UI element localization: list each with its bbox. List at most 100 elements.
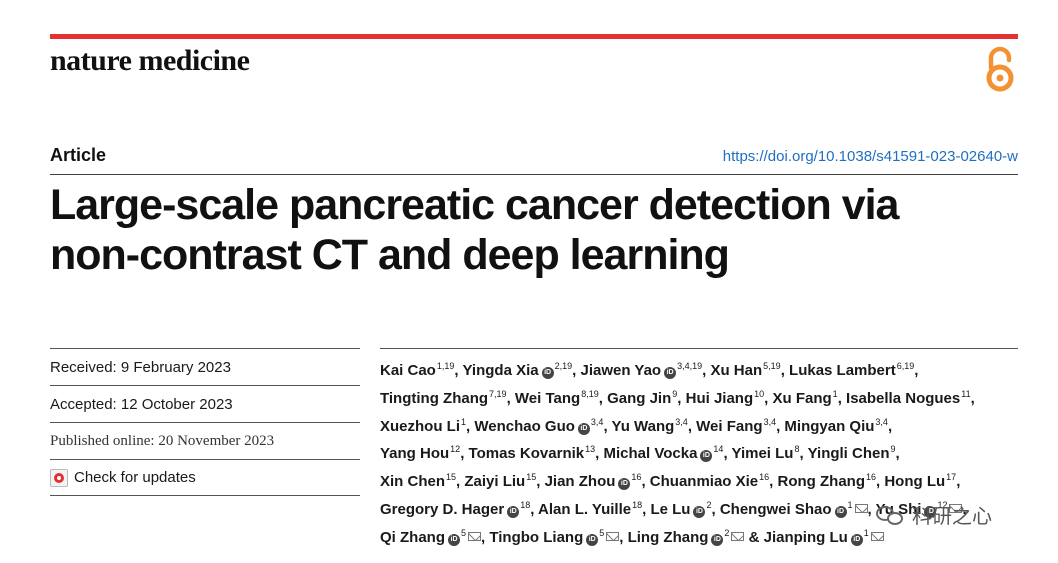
affiliation-superscript: 16 [865,472,876,483]
affiliation-superscript: 15 [526,472,537,483]
orcid-icon[interactable]: iD [850,533,863,546]
affiliation-superscript: 1,19 [436,361,455,371]
affiliation-superscript: 1 [847,499,853,510]
orcid-icon[interactable]: iD [693,505,706,518]
affiliation-superscript: 8 [794,444,800,455]
author-separator: , [799,445,808,463]
email-icon[interactable] [949,503,963,513]
author-separator: , [572,362,581,379]
author-name[interactable]: Michal Vocka iD14 [603,444,723,463]
author-name-text: Isabella Nogues [846,389,961,407]
author-separator: , [962,500,967,518]
author-name[interactable]: Yingli Chen9 [807,444,896,463]
author-name[interactable]: Yang Hou12 [380,444,461,462]
author-name[interactable]: Gregory D. Hager iD18 [380,500,530,518]
author-name[interactable]: Jianping Lu iD1 [763,528,884,546]
watermark-text: 科研之心 [912,506,992,528]
affiliation-superscript: 12 [937,499,948,510]
author-separator: , [454,362,463,379]
orcid-icon[interactable]: iD [618,478,631,491]
orcid-icon[interactable]: iD [541,367,554,379]
check-updates-row: Check for updates [50,459,360,496]
author-name-text: Yingli Chen [807,445,890,463]
email-icon[interactable] [468,531,482,541]
author-name[interactable]: Zaiyi Liu15 [464,472,537,490]
author-name-text: Jianping Lu [763,528,848,546]
author-name-text: Tomas Kovarnik [468,445,585,463]
affiliation-superscript: 16 [631,472,642,483]
orcid-icon[interactable]: iD [448,533,460,546]
author-name[interactable]: Alan L. Yuille18 [538,500,642,518]
author-separator: , [711,500,720,518]
email-icon[interactable] [854,503,868,513]
orcid-icon[interactable]: iD [711,533,724,546]
author-name-text: Chuanmiao Xie [649,473,759,491]
author-name[interactable]: Chengwei Shao iD1 [720,499,868,518]
email-icon[interactable] [731,531,745,541]
author-name[interactable]: Tingbo Liang iD5 [489,527,620,546]
author-name[interactable]: Yimei Lu8 [731,444,800,463]
author-name-text: Xuezhou Li [380,417,460,435]
affiliation-superscript: 15 [446,472,457,483]
affiliation-superscript: 16 [759,472,770,483]
author-name[interactable]: Tomas Kovarnik13 [468,444,596,463]
author-name[interactable]: Mingyan Qiu3,4 [784,417,888,435]
author-name[interactable]: Xuezhou Li1 [380,416,467,435]
email-icon[interactable] [606,531,620,541]
author-name[interactable]: Yingda Xia iD2,19 [462,361,572,379]
orcid-icon[interactable]: iD [700,450,713,463]
affiliation-superscript: 12 [450,444,461,455]
author-separator: , [887,417,893,435]
affiliation-superscript: 8,19 [581,388,599,399]
author-separator: , [769,473,778,491]
affiliation-superscript: 5 [599,527,605,538]
author-name[interactable]: Jian Zhou iD16 [545,472,642,491]
journal-accent-bar [50,34,1018,39]
author-name-text: Xu Han [710,362,763,379]
author-name[interactable]: Isabella Nogues11 [846,389,971,407]
open-access-lock-icon[interactable] [983,46,1017,94]
watermark: 科研之心 [876,500,992,529]
author-separator: , [702,362,711,379]
author-name[interactable]: Qi Zhang iD5 [380,528,482,546]
doi-link[interactable]: https://doi.org/10.1038/s41591-023-02640… [722,148,1018,165]
author-name[interactable]: Le Lu iD2 [650,500,711,518]
author-name[interactable]: Xin Chen15 [380,472,457,490]
author-name[interactable]: Wei Tang8,19 [515,388,599,407]
affiliation-superscript: 2 [724,527,730,538]
author-name-text: Rong Zhang [777,473,865,491]
author-name[interactable]: Hui Jiang10 [686,389,765,407]
affiliation-superscript: 3,4 [675,416,688,427]
author-name-text: Yimei Lu [731,445,794,463]
author-separator: , [460,445,469,463]
orcid-icon[interactable]: iD [507,505,520,518]
author-name[interactable]: Xu Fang1 [773,389,838,407]
affiliation-superscript: 1 [461,416,467,427]
affiliation-superscript: 5,19 [763,361,781,371]
author-name[interactable]: Kai Cao1,19 [380,361,455,379]
author-name[interactable]: Wenchao Guo iD3,4 [474,417,603,435]
author-name-text: Mingyan Qiu [784,417,875,435]
author-name[interactable]: Yu Wang3,4 [612,416,688,435]
orcid-icon[interactable]: iD [586,533,599,546]
author-name[interactable]: Xu Han5,19 [710,361,781,379]
author-name[interactable]: Jiawen Yao iD3,4,19 [580,361,703,379]
author-name[interactable]: Chuanmiao Xie16 [649,472,770,491]
orcid-icon[interactable]: iD [664,367,677,379]
author-name[interactable]: Wei Fang3,4 [696,417,776,435]
email-icon[interactable] [870,531,884,541]
author-separator: , [619,528,628,546]
author-name[interactable]: Hong Lu17 [884,472,956,490]
author-name[interactable]: Ling Zhang iD2 [628,527,745,546]
check-updates-button[interactable]: Check for updates [50,468,196,487]
author-name[interactable]: Tingting Zhang7,19 [380,389,507,407]
author-separator: , [456,473,465,491]
author-name[interactable]: Rong Zhang16 [777,472,877,491]
author-name[interactable]: Gang Jin9 [607,389,677,407]
journal-name: nature medicine [50,44,250,77]
orcid-icon[interactable]: iD [924,505,937,518]
author-name[interactable]: Lukas Lambert6,19 [789,361,914,379]
orcid-icon[interactable]: iD [834,505,847,518]
affiliation-superscript: 3,4,19 [677,361,703,371]
orcid-icon[interactable]: iD [577,422,590,435]
